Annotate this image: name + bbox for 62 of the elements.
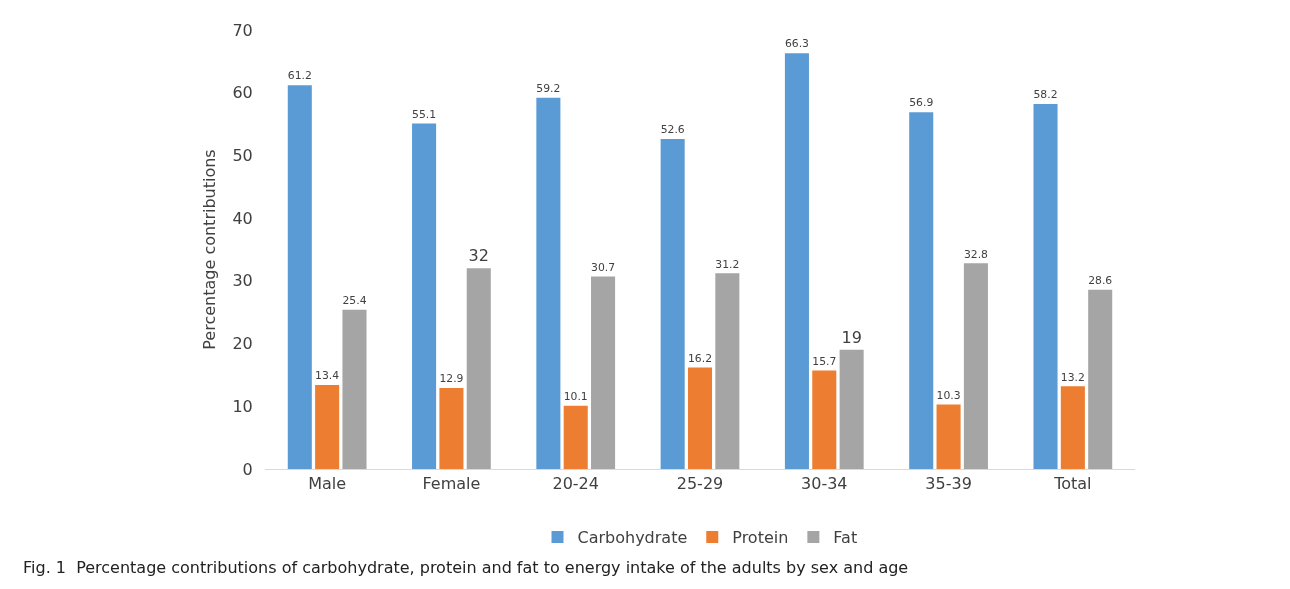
bar bbox=[315, 384, 340, 469]
data-label: 30.7 bbox=[591, 260, 616, 274]
data-label: 58.2 bbox=[1033, 88, 1058, 102]
legend-label: Fat bbox=[833, 528, 858, 548]
bar bbox=[287, 85, 312, 469]
bar bbox=[536, 97, 561, 469]
bar bbox=[591, 276, 616, 469]
data-label: 56.9 bbox=[909, 96, 934, 110]
data-label: 61.2 bbox=[287, 69, 312, 83]
bar bbox=[839, 349, 864, 469]
x-tick-label: 30-34 bbox=[801, 474, 848, 494]
y-tick-label: 50 bbox=[232, 146, 253, 166]
x-tick-label: Female bbox=[422, 474, 481, 494]
y-tick-label: 0 bbox=[242, 459, 253, 479]
bar bbox=[412, 123, 437, 469]
bar bbox=[1060, 386, 1085, 469]
data-label: 31.2 bbox=[715, 257, 740, 271]
data-label: 28.6 bbox=[1088, 273, 1113, 287]
y-tick-label: 10 bbox=[232, 396, 253, 416]
x-tick-label: 20-24 bbox=[552, 474, 599, 494]
data-label: 15.7 bbox=[812, 354, 837, 368]
bar bbox=[812, 370, 837, 469]
data-label: 10.1 bbox=[563, 389, 588, 403]
bar bbox=[660, 139, 685, 469]
y-tick-label: 20 bbox=[232, 334, 253, 354]
bar bbox=[342, 309, 367, 469]
data-label: 55.1 bbox=[412, 107, 437, 121]
x-tick-label: Male bbox=[308, 474, 347, 494]
bar bbox=[909, 112, 934, 469]
x-tick-label: 25-29 bbox=[676, 474, 724, 494]
data-label: 25.4 bbox=[342, 294, 367, 308]
data-label: 32 bbox=[468, 246, 489, 266]
y-tick-label: 70 bbox=[232, 20, 253, 40]
bar bbox=[563, 405, 588, 469]
bar bbox=[936, 404, 961, 469]
bar bbox=[715, 273, 740, 469]
y-tick-label: 30 bbox=[232, 271, 253, 291]
legend-label: Carbohydrate bbox=[577, 528, 688, 548]
data-label: 32.8 bbox=[963, 247, 989, 261]
data-label: 13.4 bbox=[315, 369, 340, 383]
bar bbox=[1088, 289, 1113, 469]
x-tick-label: Total bbox=[1053, 474, 1092, 494]
caption: Fig. 1 Percentage contributions of carbohydrate, protein and fat to energy intake of the adults by sex and age bbox=[23, 558, 909, 577]
legend-label: Protein bbox=[732, 528, 789, 548]
data-label: 52.6 bbox=[660, 123, 685, 137]
bar bbox=[963, 263, 988, 469]
data-label: 10.3 bbox=[936, 388, 961, 402]
bar bbox=[687, 367, 713, 469]
data-label: 59.2 bbox=[536, 82, 561, 96]
bar bbox=[784, 53, 809, 469]
data-label: 16.2 bbox=[687, 351, 713, 365]
data-label: 66.3 bbox=[784, 37, 809, 51]
data-label: 12.9 bbox=[439, 372, 464, 386]
y-tick-label: 40 bbox=[232, 208, 253, 228]
bar bbox=[1033, 104, 1058, 469]
bar bbox=[466, 268, 491, 469]
x-tick-label: 35-39 bbox=[925, 474, 972, 494]
y-axis-title: Percentage contributions bbox=[200, 149, 220, 350]
y-tick-label: 60 bbox=[232, 83, 253, 103]
bar bbox=[439, 388, 464, 469]
data-label: 13.2 bbox=[1060, 370, 1085, 384]
data-label: 19 bbox=[841, 327, 862, 347]
